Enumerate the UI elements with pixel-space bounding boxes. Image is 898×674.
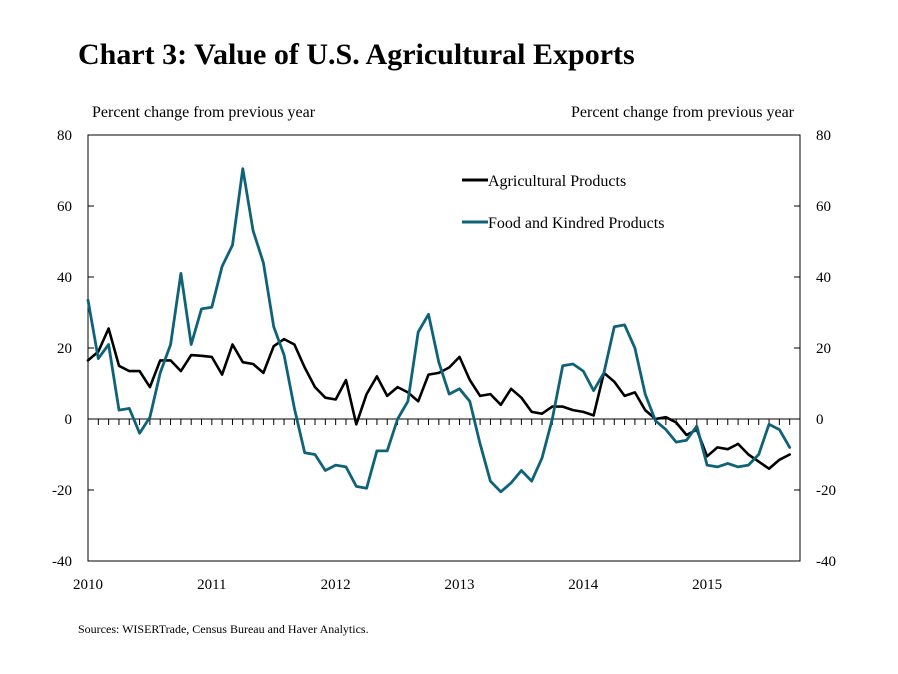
y-tick-label-left: 0 [65,412,73,428]
right-axis-unit-label: Percent change from previous year [570,104,794,121]
y-tick-label-left: 40 [57,270,72,286]
y-tick-label-left: -20 [52,483,72,499]
x-tick-label: 2011 [197,577,226,593]
y-tick-label-right: 0 [816,412,824,428]
plot-frame [87,134,801,562]
source-note: Sources: WISERTrade, Census Bureau and H… [78,622,369,636]
x-tick-label: 2012 [321,577,351,593]
x-tick-label: 2010 [73,577,103,593]
y-tick-label-left: 20 [57,341,72,357]
y-tick-label-left: 60 [57,199,72,215]
y-tick-label-left: 80 [57,128,72,144]
y-tick-label-right: 60 [816,199,831,215]
y-tick-label-right: 80 [816,128,831,144]
x-tick-label: 2015 [692,577,722,593]
x-tick-label: 2013 [444,577,474,593]
y-tick-label-right: 20 [816,341,831,357]
y-tick-label-right: -20 [816,483,836,499]
series-line-agricultural-products [86,327,792,471]
series-line-food-and-kindred-products [86,167,792,494]
chart-title: Chart 3: Value of U.S. Agricultural Expo… [78,38,635,71]
left-axis-unit-label: Percent change from previous year [92,104,316,121]
legend-label: Agricultural Products [488,173,626,190]
y-tick-label-right: 40 [816,270,831,286]
y-tick-label-left: -40 [52,554,72,570]
x-tick-label: 2014 [568,577,599,593]
y-tick-label-right: -40 [816,554,836,570]
legend-label: Food and Kindred Products [488,215,664,232]
